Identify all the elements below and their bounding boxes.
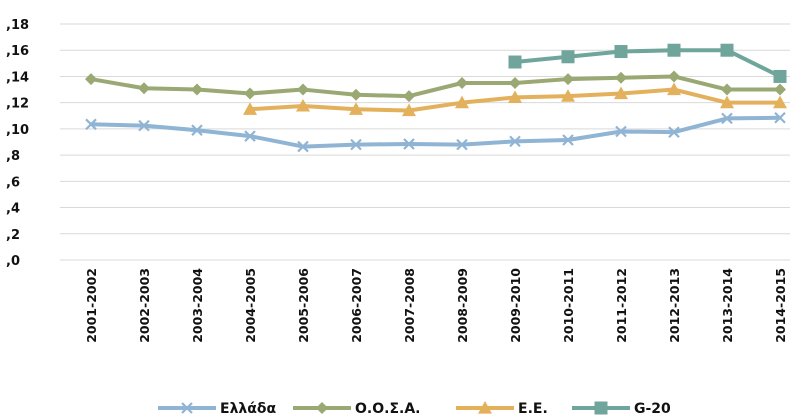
data-point [615,71,627,84]
x-tick-label: 2010-2011 [561,268,576,343]
data-point [508,90,522,104]
x-tick-label: 2011-2012 [614,268,629,343]
data-point [350,88,362,101]
data-point [456,77,468,89]
data-point [774,83,786,96]
data-point [350,138,362,151]
legend: Ελλάδα Ο.Ο.Σ.Α. Ε.Ε. G-20 [158,401,671,417]
y-tick-label: ,12 [6,97,29,112]
legend-label: Ο.Ο.Σ.Α. [355,401,420,417]
data-point [562,73,574,86]
legend-label: Ε.Ε. [518,401,548,417]
series-1 [85,111,786,153]
data-point [561,89,575,102]
series-2 [85,70,786,103]
data-point [244,87,256,100]
data-point [403,138,415,150]
series-line [514,48,781,79]
data-point [615,125,627,138]
legend-item: Ελλάδα [158,401,277,417]
data-point [138,119,150,132]
data-point [562,134,574,146]
y-axis-tick-labels: ,0 ,2 ,4 ,6 ,8 ,10 ,12 ,14 ,16 ,18 [6,18,29,269]
data-point [508,55,522,69]
data-point [244,130,256,142]
y-tick-label: ,6 [6,175,20,190]
y-tick-label: ,10 [6,123,29,138]
y-tick-label: ,0 [6,254,20,269]
data-point [721,83,733,96]
y-tick-label: ,4 [6,202,20,217]
x-tick-label: 2003-2004 [190,268,205,343]
x-tick-label: 2014-2015 [773,268,788,343]
legend-label: G-20 [634,401,671,417]
data-point [349,102,363,115]
data-point [509,77,521,89]
data-point [191,124,203,136]
data-point [478,401,492,414]
data-point [181,402,193,414]
data-point [720,43,734,57]
data-point [773,95,787,109]
series-4 [508,43,787,83]
y-tick-label: ,14 [6,70,29,85]
data-point [614,86,628,100]
data-point [138,82,150,95]
x-axis-tick-labels: 2001-2002 2002-2003 2003-2004 2004-2005 2005… [84,268,788,343]
x-tick-label: 2009-2010 [508,268,523,343]
data-point [297,83,309,96]
data-point [509,135,521,148]
data-point [668,70,680,83]
x-tick-label: 2007-2008 [402,268,417,343]
x-tick-label: 2005-2006 [296,268,311,343]
y-tick-label: ,16 [6,44,29,59]
x-tick-label: 2013-2014 [720,268,735,343]
x-tick-label: 2008-2009 [455,268,470,343]
data-point [402,103,416,117]
data-point [455,95,469,109]
x-tick-label: 2001-2002 [84,268,99,343]
series-line [90,74,780,99]
data-point [773,69,787,83]
data-point [667,43,681,57]
series-3 [243,82,787,117]
data-point [243,102,257,115]
legend-label: Ελλάδα [220,401,277,417]
data-point [720,95,734,109]
legend-item: Ε.Ε. [456,401,548,417]
data-point [297,140,309,153]
y-tick-label: ,18 [6,18,29,33]
legend-item: G-20 [572,401,671,417]
data-point [561,50,575,64]
series-line [90,115,781,149]
data-point [296,98,310,112]
data-point [85,118,97,131]
data-point [774,111,786,124]
data-point [403,90,415,103]
legend-item: Ο.Ο.Σ.Α. [293,401,420,417]
data-point [191,83,203,96]
data-point [456,138,468,151]
data-point [614,45,628,59]
data-point [667,82,681,96]
x-tick-label: 2004-2005 [243,268,258,343]
data-point [594,401,608,415]
data-point [721,112,733,125]
x-tick-label: 2006-2007 [349,268,364,343]
y-tick-label: ,8 [6,149,20,164]
data-point [85,73,97,86]
data-point [668,126,680,138]
gridlines [60,23,790,261]
x-tick-label: 2012-2013 [667,268,682,343]
x-tick-label: 2002-2003 [137,268,152,343]
data-point [316,402,328,414]
y-tick-label: ,2 [6,228,20,243]
